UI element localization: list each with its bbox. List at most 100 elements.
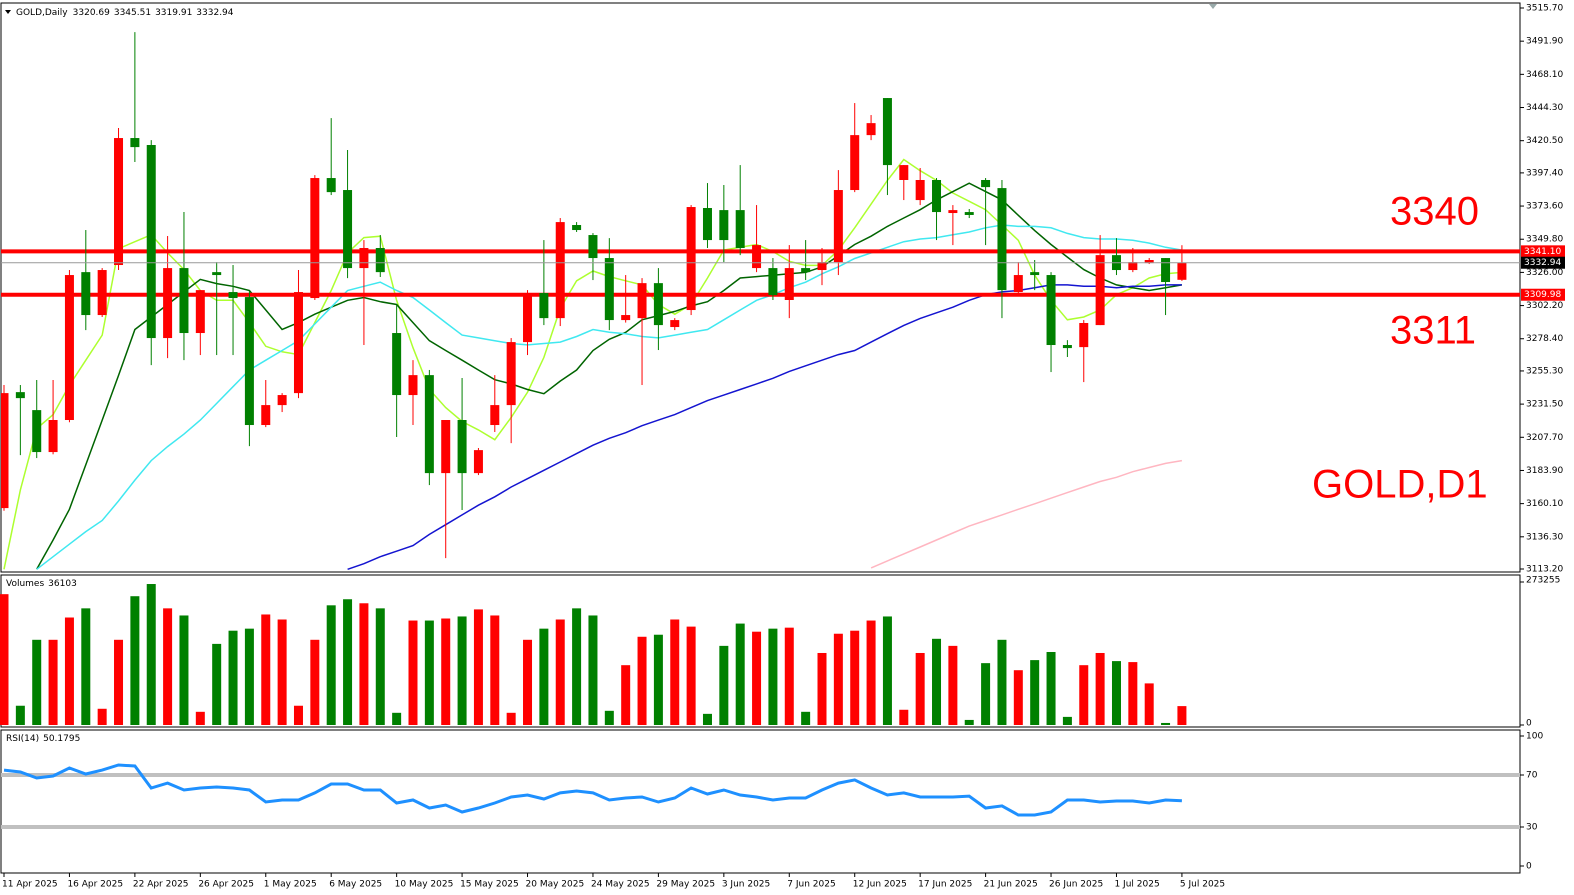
volume-bar <box>424 620 434 725</box>
y-tick-label: 3420.50 <box>1526 136 1563 146</box>
candle-body <box>114 138 124 266</box>
candle-body <box>1144 259 1154 264</box>
x-tick-label: 10 May 2025 <box>395 880 454 890</box>
x-tick-label: 3 Jun 2025 <box>722 880 770 890</box>
volume-bar <box>882 616 892 725</box>
candle-body <box>997 188 1007 291</box>
candle-body <box>146 145 156 339</box>
x-tick-label: 20 May 2025 <box>526 880 585 890</box>
current-price-box <box>1521 256 1565 269</box>
y-tick-label: 3136.30 <box>1526 532 1563 542</box>
volume-bar <box>326 605 336 725</box>
candle-body <box>899 165 909 180</box>
shift-marker <box>1209 4 1217 9</box>
y-tick-label: 3468.10 <box>1526 70 1563 80</box>
volume-bar <box>637 636 647 725</box>
volume-bar <box>293 705 303 725</box>
rsi-title: RSI(14) <box>6 734 39 744</box>
y-tick-label: 3373.60 <box>1526 202 1563 212</box>
level-label-box <box>1521 245 1565 258</box>
volume-bar <box>899 709 909 725</box>
candle-body <box>326 178 336 193</box>
candle-body <box>1128 262 1138 271</box>
x-tick-label: 26 Jun 2025 <box>1049 880 1103 890</box>
x-tick-label: 15 May 2025 <box>460 880 519 890</box>
volume-bar <box>146 584 156 725</box>
candle-body <box>653 283 663 326</box>
x-tick-label: 21 Jun 2025 <box>984 880 1038 890</box>
candle-body <box>866 123 876 136</box>
main-panel-frame <box>0 2 1521 573</box>
volume-bar <box>1161 722 1171 725</box>
volume-bar <box>915 652 925 725</box>
candle-body <box>932 179 942 213</box>
candle-body <box>64 275 74 421</box>
current-price-label: 3332.94 <box>1524 258 1561 268</box>
x-tick-label: 12 Jun 2025 <box>853 880 907 890</box>
volume-bar <box>130 596 140 725</box>
candle-body <box>277 395 287 406</box>
candle-body <box>702 208 712 241</box>
candle-body <box>359 248 369 269</box>
candle-body <box>1161 258 1171 283</box>
candle-body <box>768 268 778 296</box>
header-close: 3332.94 <box>196 8 233 18</box>
volume-bar <box>817 652 827 725</box>
volume-bar <box>64 617 74 725</box>
candle-body <box>490 405 500 426</box>
volume-bar <box>588 615 598 725</box>
level-label: 3309.98 <box>1524 290 1561 300</box>
volume-bar <box>490 615 500 725</box>
candle-body <box>1 393 9 509</box>
y-tick-label: 273255 <box>1526 576 1560 586</box>
candle-body <box>473 450 483 474</box>
y-tick-label: 0 <box>1526 719 1532 729</box>
candle-body <box>1062 345 1072 349</box>
volume-bar <box>15 705 25 725</box>
volume-bar <box>163 608 173 725</box>
candle-body <box>539 293 549 319</box>
candle-body <box>1095 255 1105 326</box>
x-tick-label: 17 Jun 2025 <box>918 880 972 890</box>
annotation: GOLD,D1 <box>1312 463 1488 507</box>
candle-body <box>604 258 614 321</box>
candle-body <box>15 392 25 399</box>
volume-bar <box>1144 683 1154 725</box>
candle-body <box>686 207 696 311</box>
candle-body <box>195 290 205 334</box>
candle-body <box>752 245 762 269</box>
volume-bar <box>1095 652 1105 725</box>
candle-body <box>408 375 418 396</box>
volume-bar <box>523 639 533 725</box>
volume-bar <box>359 603 369 725</box>
volume-bar <box>392 712 402 725</box>
x-tick-label: 26 Apr 2025 <box>198 880 254 890</box>
annotation: 3340 <box>1390 190 1479 234</box>
rsi-header: RSI(14) 50.1795 <box>6 734 80 744</box>
x-tick-label: 6 May 2025 <box>329 880 382 890</box>
volume-bar <box>441 618 451 725</box>
volume-bar <box>195 711 205 725</box>
moving-average <box>870 459 1183 569</box>
volume-bar <box>801 711 811 725</box>
candle-body <box>457 420 467 474</box>
volume-bar <box>670 619 680 725</box>
volume-bar <box>408 620 418 725</box>
y-tick-label: 3491.90 <box>1526 37 1563 47</box>
y-tick-label: 3349.80 <box>1526 235 1563 245</box>
volume-bar <box>310 639 320 725</box>
x-tick-label: 11 Apr 2025 <box>2 880 58 890</box>
candle-body <box>293 292 303 394</box>
candle-body <box>882 98 892 166</box>
candle-body <box>523 293 533 343</box>
candle-body <box>948 210 958 214</box>
candle-body <box>1046 275 1056 346</box>
volume-bar <box>1013 670 1023 725</box>
volume-bar <box>833 633 843 725</box>
candle-body <box>441 420 451 474</box>
candle-body <box>572 225 582 231</box>
volume-bar <box>114 639 124 725</box>
y-tick-label: 70 <box>1526 771 1538 781</box>
menu-triangle <box>5 10 11 14</box>
